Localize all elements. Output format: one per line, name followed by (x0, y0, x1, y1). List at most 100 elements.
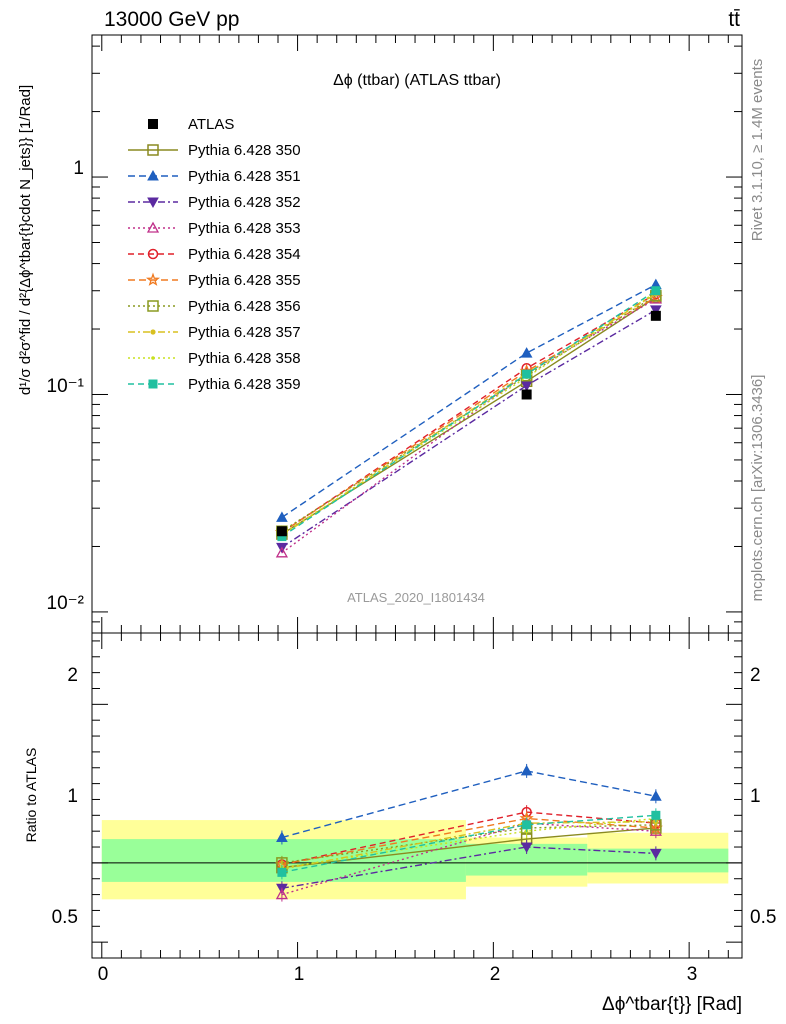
legend-item-357: Pythia 6.428 357 (128, 324, 301, 341)
point-351-1 (520, 347, 533, 358)
series-line-351 (281, 283, 657, 518)
y-tick-ratio-1: 1 (67, 786, 78, 807)
legend-marker-353 (146, 221, 160, 233)
atlas-point-1 (521, 389, 532, 400)
ratio-line-353 (281, 822, 656, 896)
ratio-point-353-0 (275, 888, 289, 900)
legend-item-356: Pythia 6.428 356 (128, 298, 301, 315)
main-series (274, 278, 663, 558)
series-353 (275, 292, 662, 558)
y-tick-ratio-2: 2 (67, 665, 78, 686)
x-tick-2: 2 (490, 964, 501, 985)
y-tick-ratio-right-0: 0.5 (750, 907, 776, 928)
series-line-353 (281, 298, 657, 554)
legend-marker-356 (147, 300, 159, 312)
atlas-point-2 (650, 310, 661, 321)
ratio-point-351-2 (650, 790, 662, 801)
legend-marker-atlas (148, 119, 158, 129)
stat-band-2 (587, 848, 729, 873)
plot-title: Δϕ (ttbar) (ATLAS ttbar) (333, 72, 501, 89)
point-352-2 (650, 305, 662, 316)
legend-label-353: Pythia 6.428 353 (188, 220, 301, 237)
legend-item-atlas: ATLAS (148, 116, 234, 133)
y-tick-main-1: 10⁻¹ (47, 376, 85, 397)
legend-label-354: Pythia 6.428 354 (188, 246, 301, 263)
y-tick-ratio-right-2: 2 (750, 665, 761, 686)
ratio-point-351-1 (520, 764, 533, 776)
ratio-series-351 (276, 763, 662, 845)
point-353-0 (275, 546, 289, 558)
x-axis-label: Δϕ^tbar{t}} [Rad] (602, 994, 742, 1015)
legend-marker-359 (148, 379, 158, 389)
series-line-352 (281, 309, 657, 548)
ratio-point-352-2 (650, 848, 662, 860)
legend-item-358: Pythia 6.428 358 (128, 350, 301, 367)
legend-item-354: Pythia 6.428 354 (128, 246, 301, 263)
legend-marker-352 (147, 197, 159, 209)
y-tick-ratio-0: 0.5 (52, 907, 78, 928)
legend-label-356: Pythia 6.428 356 (188, 298, 301, 315)
ratio-line-357 (281, 821, 656, 870)
legend-marker-350 (147, 144, 159, 156)
legend-label-351: Pythia 6.428 351 (188, 168, 301, 185)
y-tick-main-2: 1 (73, 158, 84, 179)
x-tick-0: 0 (98, 964, 109, 985)
ratio-line-352 (281, 846, 656, 889)
ratio-series (274, 763, 663, 902)
x-tick-3: 3 (687, 964, 698, 985)
legend-marker-354 (147, 248, 159, 260)
series-line-357 (281, 293, 657, 536)
series-line-354 (281, 293, 657, 534)
legend-label-350: Pythia 6.428 350 (188, 142, 301, 159)
legend-label-atlas: ATLAS (188, 116, 234, 133)
x-tick-1: 1 (294, 964, 305, 985)
series-352 (276, 305, 662, 554)
point-351-0 (276, 511, 288, 522)
ratio-line-359 (281, 814, 656, 874)
legend-label-355: Pythia 6.428 355 (188, 272, 301, 289)
legend-item-351: Pythia 6.428 351 (128, 168, 301, 185)
axes-frames (91, 34, 743, 959)
ratio-point-359-1 (522, 820, 532, 830)
series-atlas (276, 310, 661, 537)
ratio-point-359-0 (277, 867, 287, 877)
series-356 (276, 289, 662, 537)
series-line-356 (281, 295, 657, 532)
legend-label-357: Pythia 6.428 357 (188, 324, 301, 341)
y-tick-ratio-right-1: 1 (750, 786, 761, 807)
legend-item-350: Pythia 6.428 350 (128, 142, 301, 159)
ratio-point-359-2 (651, 810, 661, 820)
legend-item-359: Pythia 6.428 359 (128, 376, 301, 393)
side-rivet-label: Rivet 3.1.10, ≥ 1.4M events (749, 59, 766, 242)
watermark: ATLAS_2020_I1801434 (347, 590, 485, 605)
legend-marker-355 (145, 272, 161, 286)
ratio-series-359 (277, 808, 661, 880)
point-359-1 (522, 369, 532, 379)
process-label: tt̄ (728, 8, 740, 31)
legend-item-353: Pythia 6.428 353 (128, 220, 301, 237)
legend-marker-357 (150, 329, 156, 335)
side-mcplots-label: mcplots.cern.ch [arXiv:1306.3436] (749, 375, 766, 602)
legend-label-358: Pythia 6.428 358 (188, 350, 301, 367)
legend-label-352: Pythia 6.428 352 (188, 194, 301, 211)
legend-marker-358 (151, 356, 155, 360)
legend-label-359: Pythia 6.428 359 (188, 376, 301, 393)
y-axis-label-main: d¹/σ d²σ^fid / d²{Δϕ^tbar{t}cdot N_jets}… (17, 85, 34, 395)
legend-item-352: Pythia 6.428 352 (128, 194, 301, 211)
point-352-1 (520, 380, 533, 392)
legend-marker-351 (147, 169, 159, 181)
ratio-point-351-0 (276, 831, 288, 843)
legend-item-355: Pythia 6.428 355 (128, 272, 301, 289)
ratio-bands (92, 820, 742, 900)
series-359 (277, 286, 661, 542)
ratio-frame (91, 632, 743, 959)
energy-label: 13000 GeV pp (104, 8, 239, 31)
y-tick-main-0: 10⁻² (47, 593, 85, 614)
y-axis-label-ratio: Ratio to ATLAS (23, 748, 39, 843)
atlas-point-0 (276, 526, 287, 537)
series-351 (276, 278, 662, 522)
point-359-2 (651, 286, 661, 296)
legend: ATLAS Pythia 6.428 350 Pythia 6.428 351 Pyt… (128, 116, 301, 393)
ratio-point-352-1 (520, 842, 533, 854)
